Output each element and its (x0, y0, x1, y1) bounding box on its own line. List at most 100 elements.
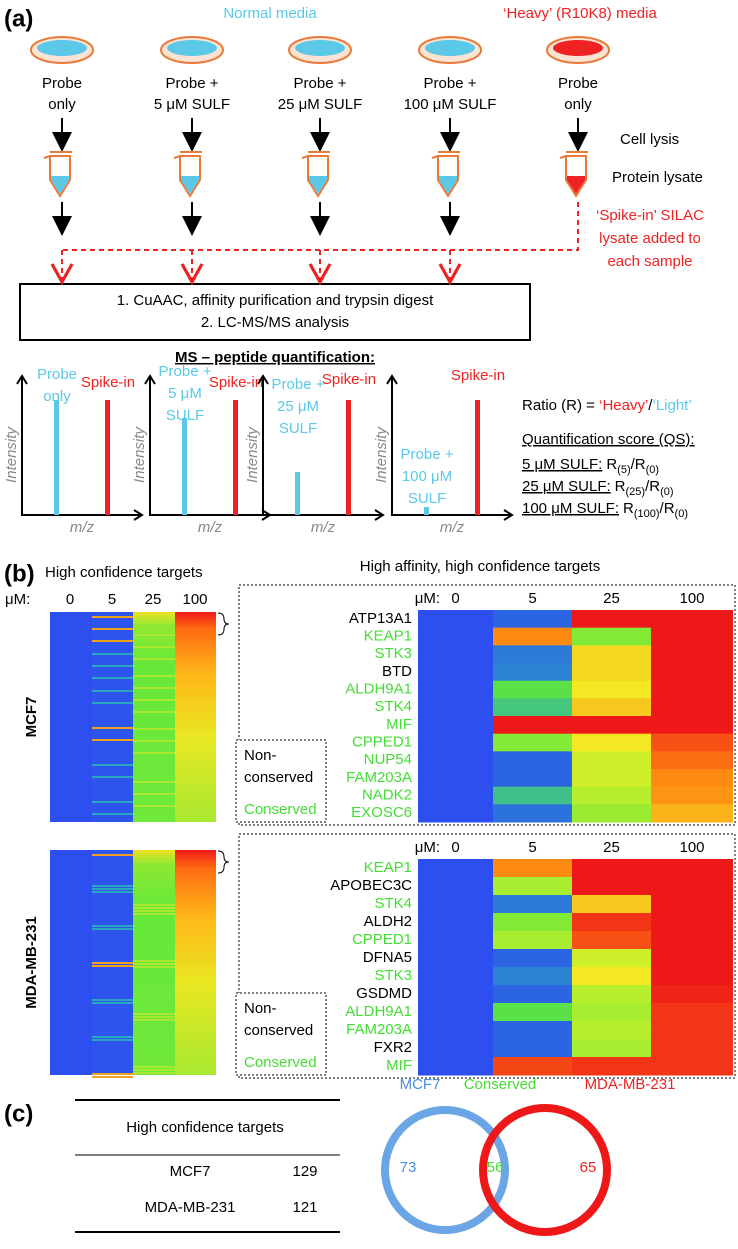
overview-stripe (92, 1039, 133, 1041)
overview-stripe (92, 727, 133, 729)
heat-cell (493, 1021, 572, 1040)
axis-head (16, 374, 144, 521)
legend-nonconserved: Non- (244, 1000, 277, 1017)
venn-circle (381, 1106, 509, 1234)
x-axis-label: m/z (311, 519, 336, 536)
overview-stripe (133, 963, 175, 965)
heavy-peak (475, 400, 480, 515)
heat-cell (651, 1021, 733, 1040)
gene-label: ALDH9A1 (345, 1003, 412, 1020)
zoom-conc: 0 (451, 839, 459, 856)
heat-cell (572, 716, 651, 735)
heat-cell (651, 610, 733, 629)
overview-stripe (92, 1002, 133, 1004)
overview-col (133, 850, 175, 1075)
heat-cell (651, 1057, 733, 1076)
zoom-conc: 5 (528, 839, 536, 856)
table-cell: 121 (292, 1199, 317, 1216)
condition-label: only (564, 96, 592, 113)
heat-cell (572, 877, 651, 896)
heat-cell (651, 859, 733, 878)
condition-label: only (48, 96, 76, 113)
zoom-conc: 0 (451, 590, 459, 607)
overview-stripe (133, 622, 175, 624)
heat-cell (572, 663, 651, 682)
overview-stripe (133, 960, 175, 962)
heavy-label: Spike-in (451, 367, 505, 384)
qs-den: /R (660, 500, 675, 517)
heat-cell (418, 931, 493, 950)
ratio-slash: / (648, 397, 653, 414)
tube-lid (43, 151, 72, 159)
heat-cell (493, 895, 572, 914)
overview-stripe (92, 813, 133, 815)
venn-count: 73 (400, 1159, 417, 1176)
heat-cell (572, 786, 651, 805)
heat-cell (651, 716, 733, 735)
gene-label: ALDH2 (364, 913, 412, 930)
legend-nonconserved: conserved (244, 769, 313, 786)
overview-stripe (92, 776, 133, 778)
light-label: SULF (408, 490, 446, 507)
gene-label: ALDH9A1 (345, 680, 412, 697)
condition-label: 100 μM SULF (404, 96, 497, 113)
heat-cell (493, 733, 572, 752)
heat-cell (418, 895, 493, 914)
overview-stripe (133, 907, 175, 909)
ratio-heavy: ‘Heavy’ (599, 397, 648, 414)
light-peak (424, 507, 429, 515)
heat-cell (651, 804, 733, 823)
x-axis-label: m/z (440, 519, 465, 536)
venn-count: 56 (487, 1159, 504, 1176)
overview-stripe (92, 702, 133, 704)
overview-stripe (92, 690, 133, 692)
light-label: Probe + (272, 376, 325, 393)
overview-stripe (133, 687, 175, 689)
overview-stripe (133, 1066, 175, 1068)
condition-label: Probe + (424, 75, 477, 92)
overview-stripe (92, 640, 133, 642)
overview-col (50, 850, 92, 1075)
heat-cell (651, 698, 733, 717)
overview-stripe (133, 805, 175, 807)
legend-conserved: Conserved (244, 1054, 317, 1071)
overview-stripe (133, 658, 175, 660)
light-peak (295, 472, 300, 515)
qs-label: 25 μM SULF: (522, 478, 611, 495)
condition-label: Probe + (166, 75, 219, 92)
normal-media: Normal media (223, 5, 317, 22)
tube-lysate (439, 176, 457, 194)
overview-stripe (133, 910, 175, 912)
overview-stripe (133, 913, 175, 915)
heat-cell (418, 786, 493, 805)
gene-label: FAM203A (346, 1021, 412, 1038)
tube-lysate (51, 176, 69, 194)
overview-stripe (92, 764, 133, 766)
heat-cell (651, 967, 733, 986)
tube-lid (173, 151, 202, 159)
condition-label: 25 μM SULF (278, 96, 363, 113)
heavy-label: Spike-in (81, 374, 135, 391)
overview-stripe (133, 966, 175, 968)
step: 2. LC-MS/MS analysis (201, 314, 349, 331)
heat-cell (493, 751, 572, 770)
overview-stripe (133, 793, 175, 795)
overview-conc: 25 (145, 591, 162, 608)
heat-cell (493, 627, 572, 646)
overview-stripe (133, 740, 175, 742)
heat-cell (651, 733, 733, 752)
overview-stripe (133, 1019, 175, 1021)
overview-conc: 0 (66, 591, 74, 608)
heat-cell (418, 1039, 493, 1058)
heat-cell (651, 680, 733, 699)
heat-cell (493, 931, 572, 950)
overview-stripe (92, 891, 133, 893)
heat-cell (651, 985, 733, 1004)
heat-cell (572, 769, 651, 788)
overview-stripe (92, 739, 133, 741)
zoom-box (238, 584, 736, 826)
overview-stripe (133, 699, 175, 701)
tube-lid (559, 151, 588, 159)
gene-label: GSDMD (356, 985, 412, 1002)
overview-col (175, 612, 216, 822)
